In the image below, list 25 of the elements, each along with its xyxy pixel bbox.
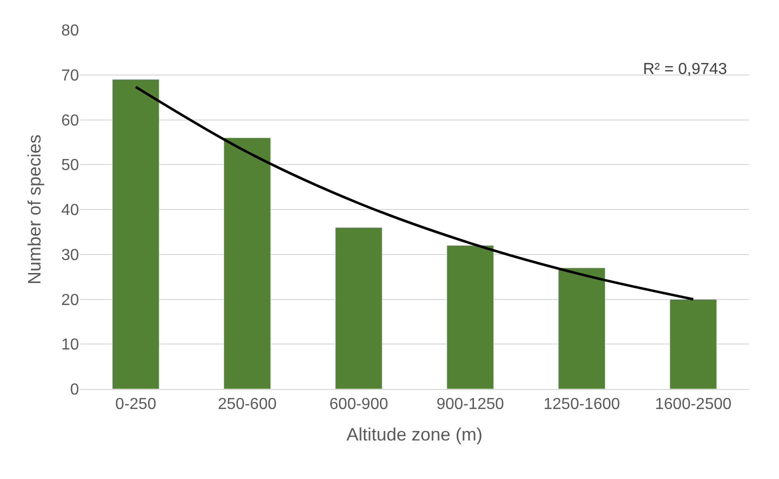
- x-tick-label: 0-250: [115, 396, 156, 414]
- bar: [224, 137, 271, 389]
- y-tick-label: 40: [61, 202, 80, 220]
- y-axis-title: Number of species: [24, 134, 44, 285]
- x-axis-title: Altitude zone (m): [346, 424, 483, 444]
- x-tick-label: 900-1250: [436, 396, 504, 414]
- y-tick-label: 60: [61, 112, 80, 130]
- x-tick-label: 1250-1600: [543, 396, 620, 414]
- bar: [558, 268, 606, 389]
- bar: [112, 79, 160, 389]
- bar: [446, 245, 494, 389]
- bar: [335, 227, 382, 389]
- bar: [670, 299, 717, 389]
- y-tick-label: 0: [70, 382, 80, 399]
- y-tick-label: 70: [61, 67, 80, 84]
- x-tick-label: 600-900: [329, 396, 388, 414]
- y-tick-label: 10: [61, 336, 80, 354]
- y-tick-label: 20: [61, 292, 80, 309]
- annotation: R² = 0,9743: [643, 61, 728, 78]
- y-tick-label: 50: [61, 157, 80, 174]
- line-series: [134, 86, 694, 300]
- y-tick-label: 80: [61, 22, 80, 40]
- x-tick-label: 1600-2500: [654, 396, 732, 414]
- x-tick-label: 250-600: [218, 396, 277, 414]
- y-tick-label: 30: [61, 246, 80, 264]
